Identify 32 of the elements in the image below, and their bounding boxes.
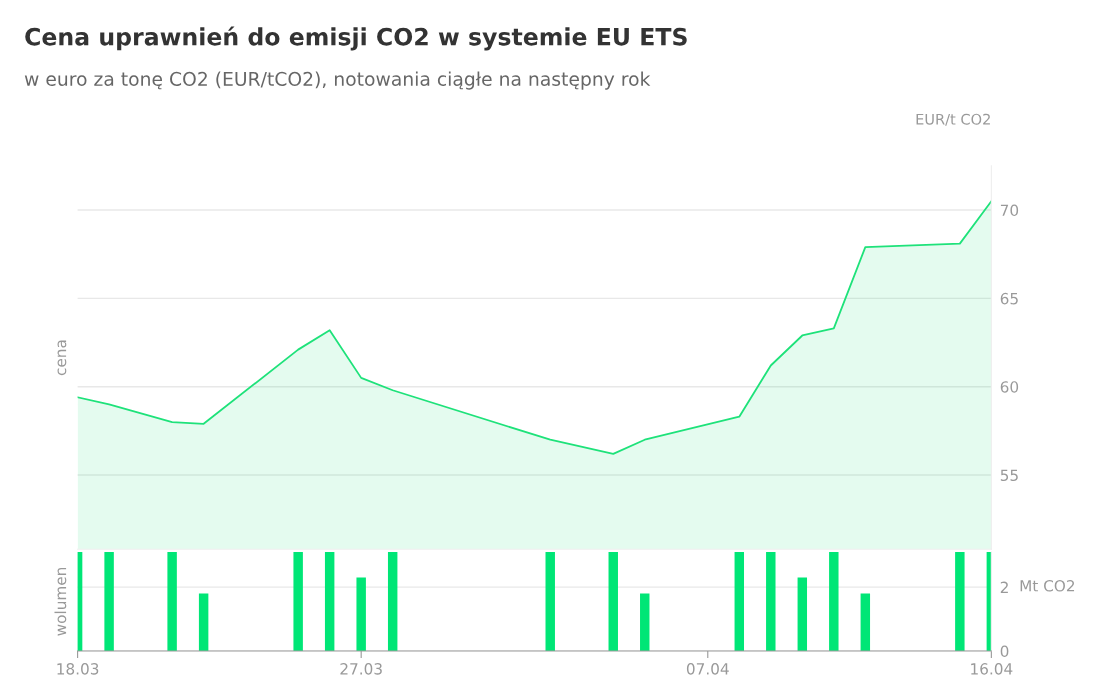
bar: [608, 552, 618, 651]
chart-title: Cena uprawnień do emisji CO2 w systemie EU ETS: [25, 26, 687, 51]
y-tick-label: 0: [1000, 645, 1009, 658]
bar: [829, 552, 839, 651]
bar: [387, 552, 398, 651]
bar: [734, 552, 745, 651]
bar: [104, 552, 114, 651]
y-axis-title: cena: [57, 340, 67, 376]
bar: [640, 593, 650, 651]
text: EUR/t CO2: [916, 113, 990, 126]
bar: [198, 593, 209, 651]
y-tick-label: 70: [1000, 204, 1019, 217]
bar: [766, 552, 776, 651]
y-tick-label: 2: [1000, 581, 1008, 593]
bar: [860, 593, 871, 651]
bar: [356, 577, 366, 651]
x-tick-label: 16.04: [971, 663, 1013, 675]
y-axis-title: wolumen: [54, 567, 67, 636]
x-tick-label: 07.04: [686, 663, 729, 675]
x-tick-label: 18.03: [57, 663, 99, 675]
bar: [293, 552, 303, 651]
text: Mt CO2: [1020, 580, 1075, 592]
bar: [324, 552, 335, 651]
bar: [797, 577, 808, 651]
y-tick-label: 65: [1000, 292, 1018, 305]
y-tick-label: 60: [1000, 381, 1019, 393]
x-tick-label: 27.03: [340, 663, 382, 675]
bar: [545, 552, 555, 651]
y-tick-label: 55: [1000, 469, 1018, 482]
chart-subtitle: w euro za tonę CO2 (EUR/tCO2), notowania ciągłe na następny rok: [24, 71, 651, 90]
bar: [167, 552, 177, 651]
bar: [955, 552, 965, 651]
